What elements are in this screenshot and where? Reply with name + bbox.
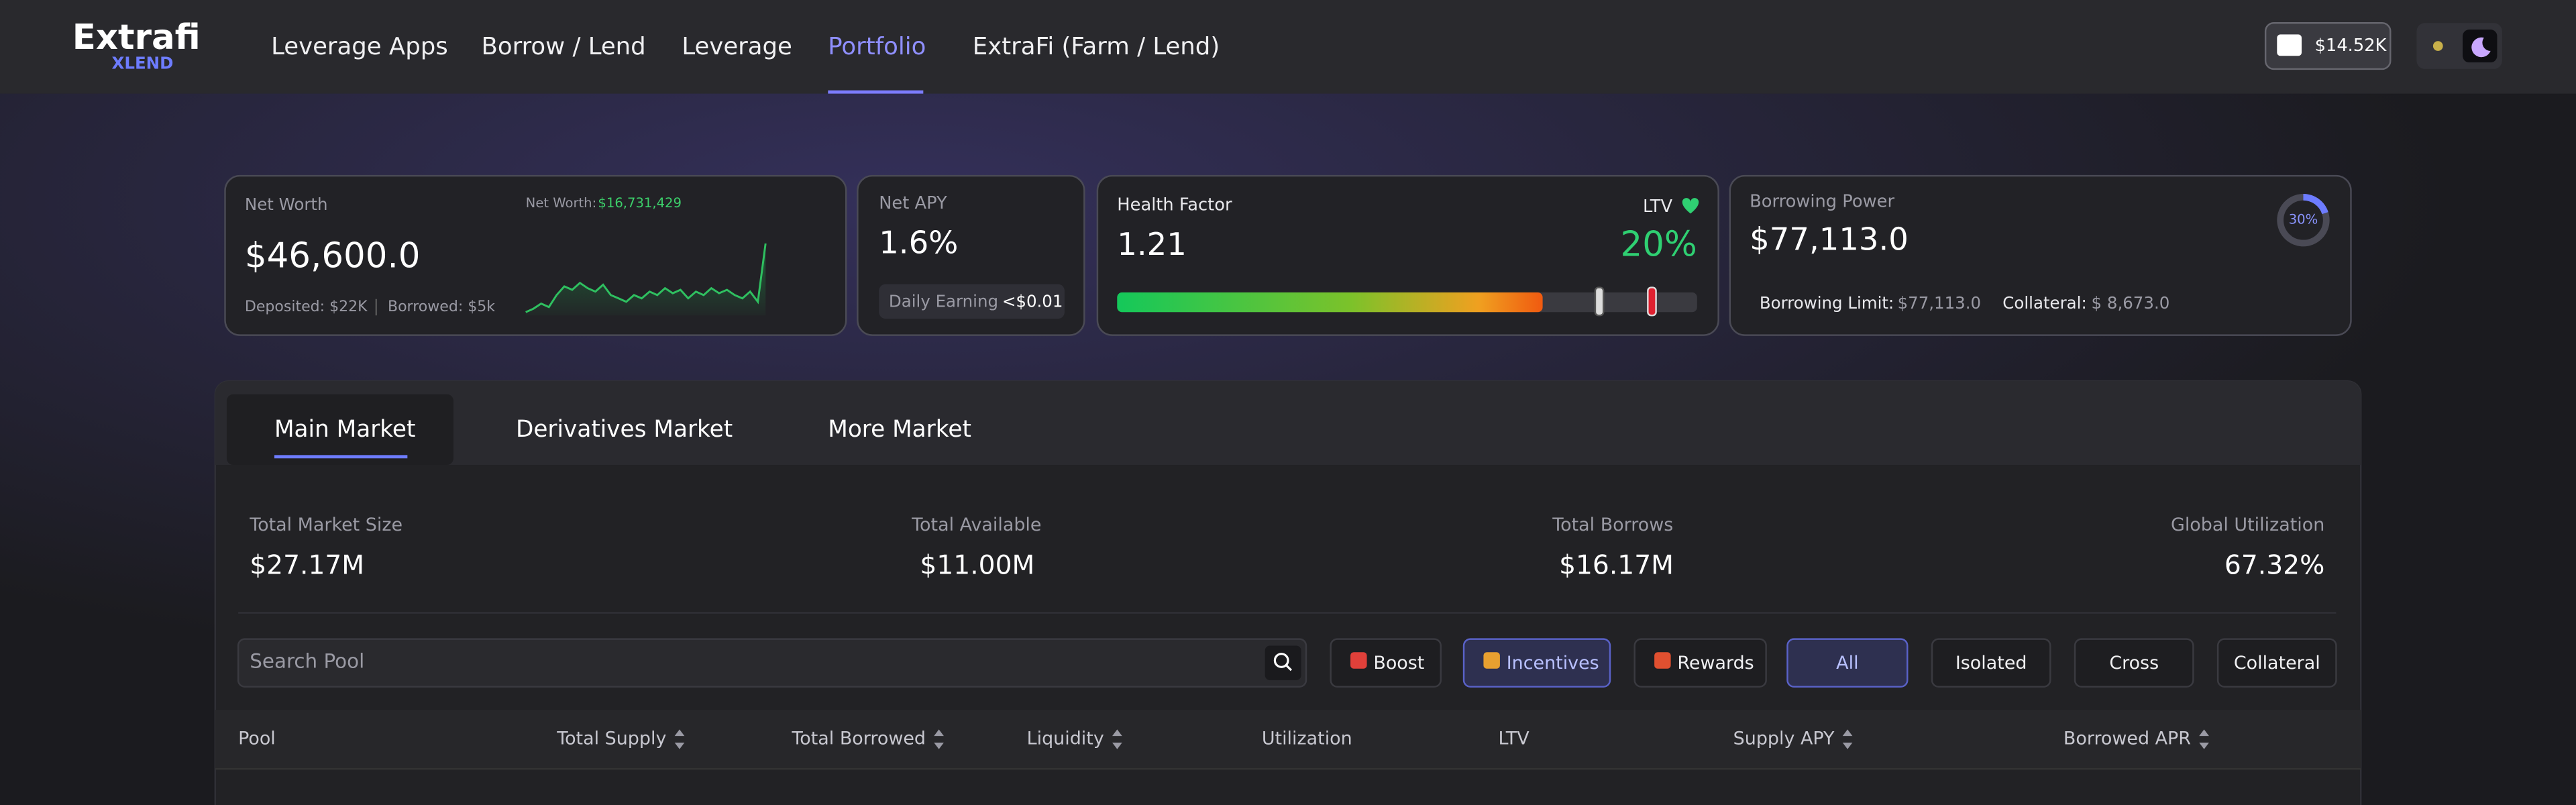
ltv-value: 20% <box>1621 224 1697 264</box>
nav-link[interactable]: Leverage Apps <box>271 33 448 60</box>
nav-link[interactable]: ExtraFi (Farm / Lend) <box>973 33 1220 60</box>
filter-label: Cross <box>2109 653 2159 674</box>
heart-icon <box>1682 198 1699 214</box>
search-icon-handle <box>1285 664 1293 672</box>
nav-bar <box>0 0 2576 94</box>
table-header <box>215 709 2361 769</box>
deposited: Deposited: $22K <box>245 299 368 315</box>
search-icon <box>1273 653 1289 668</box>
nav-link[interactable]: Borrow / Lend <box>482 33 646 60</box>
chart-value: $16,731,429 <box>598 195 682 211</box>
moon-icon <box>2471 37 2491 58</box>
filter-label: Collateral <box>2234 653 2320 674</box>
filter-label: Isolated <box>1955 653 2027 674</box>
filter-label: Rewards <box>1677 653 1754 674</box>
handle-limit <box>1647 286 1657 317</box>
label: Health Factor <box>1117 195 1232 215</box>
tab[interactable]: Derivatives Market <box>516 416 733 443</box>
logo[interactable]: Extrafi <box>72 17 201 58</box>
sort-icon <box>934 729 944 749</box>
ltv-label: LTV <box>1643 197 1672 217</box>
stat-label: Total Market Size <box>249 515 402 535</box>
tab[interactable]: Main Market <box>274 416 415 443</box>
stat-label: Global Utilization <box>2171 515 2324 535</box>
stat-label: Total Available <box>911 515 1041 535</box>
borrowed: Borrowed: $5k <box>388 299 495 315</box>
column-header: Pool <box>238 729 276 749</box>
wallet-icon <box>2277 34 2302 56</box>
filter-button[interactable] <box>1931 638 2051 688</box>
filter-button[interactable] <box>1633 638 1767 688</box>
search-button[interactable] <box>1265 645 1301 680</box>
value: $77,113.0 <box>1750 221 1909 258</box>
label: Net APY <box>879 193 947 213</box>
collateral-value: $ 8,673.0 <box>2092 293 2170 313</box>
sort-icon <box>1842 729 1853 749</box>
tab-strip <box>215 381 2361 466</box>
column-header: LTV <box>1498 729 1529 749</box>
filter-icon <box>1350 652 1367 669</box>
sun-icon <box>2432 41 2443 51</box>
filter-label: Boost <box>1373 653 1424 674</box>
nav-link[interactable]: Portfolio <box>828 33 926 60</box>
logo-sub: XLEND <box>112 54 174 73</box>
daily-value: <$0.01 <box>1002 292 1063 311</box>
search-placeholder: Search Pool <box>250 649 364 672</box>
stat-label: Total Borrows <box>1552 515 1673 535</box>
sort-icon <box>1112 729 1122 749</box>
label: Net Worth <box>245 195 328 214</box>
sparkline-area <box>525 243 766 316</box>
filter-button[interactable] <box>1330 638 1442 688</box>
value: 1.21 <box>1117 226 1187 262</box>
tab-active-bg <box>226 394 453 466</box>
tab[interactable]: More Market <box>828 416 971 443</box>
stat-value: 67.32% <box>2224 550 2324 580</box>
nav-underline <box>828 90 924 94</box>
search-box[interactable] <box>237 638 1307 688</box>
handle <box>1594 286 1605 317</box>
nav-link[interactable]: Leverage <box>682 33 792 60</box>
ring-arc <box>2303 193 2328 215</box>
limit-value: $77,113.0 <box>1898 293 1982 313</box>
filter-button[interactable] <box>2216 638 2337 688</box>
stat-value: $11.00M <box>920 550 1034 580</box>
filter-label: All <box>1836 653 1858 674</box>
column-header[interactable]: Total Borrowed <box>791 729 926 749</box>
filter-button[interactable] <box>1786 638 1909 688</box>
wallet-balance: $14.52K <box>2315 36 2387 56</box>
sort-icon <box>674 729 685 749</box>
filter-button[interactable] <box>2074 638 2194 688</box>
filter-label: Incentives <box>1507 653 1599 674</box>
daily-pill <box>879 284 1065 319</box>
filter-icon <box>1654 652 1671 669</box>
stat-value: $27.17M <box>250 550 364 580</box>
sparkline <box>525 243 767 313</box>
value: 1.6% <box>879 224 958 260</box>
label: Borrowing Power <box>1750 192 1894 212</box>
limit-label: Borrowing Limit: <box>1760 293 1894 313</box>
column-header: Utilization <box>1262 729 1352 749</box>
health-bar <box>1117 292 1543 313</box>
column-header[interactable]: Supply APY <box>1733 729 1835 749</box>
card-borrowing <box>1729 174 2352 336</box>
stat-value: $16.17M <box>1559 550 1674 580</box>
ring-label: 30% <box>2289 212 2318 227</box>
sort-icon <box>2199 729 2209 749</box>
column-header[interactable]: Borrowed APR <box>2063 729 2191 749</box>
filter-button[interactable] <box>1462 638 1611 688</box>
chart-label: Net Worth: <box>526 195 597 211</box>
daily-label: Daily Earning <box>889 292 998 311</box>
collateral-label: Collateral: <box>2002 293 2086 313</box>
value: $46,600.0 <box>245 235 421 276</box>
column-header[interactable]: Liquidity <box>1027 729 1104 749</box>
filter-icon <box>1483 652 1500 669</box>
column-header[interactable]: Total Supply <box>556 729 666 749</box>
